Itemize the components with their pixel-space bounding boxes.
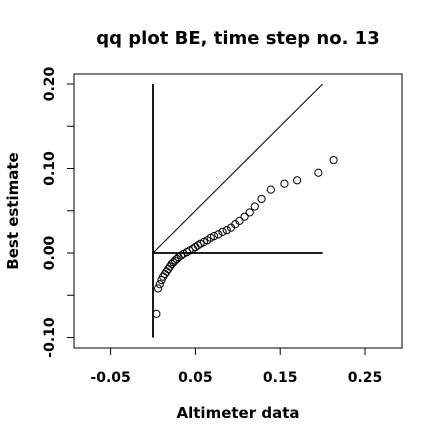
data-point xyxy=(240,212,249,221)
x-tick-label: 0.25 xyxy=(348,370,383,386)
x-tick-label: 0.15 xyxy=(263,370,298,386)
data-point xyxy=(193,241,203,250)
data-point xyxy=(257,194,266,204)
data-point xyxy=(191,242,200,252)
data-point xyxy=(222,226,231,235)
y-tick-label: 0.10 xyxy=(42,151,58,186)
y-tick-label: 0.20 xyxy=(42,66,58,101)
data-points xyxy=(152,155,338,318)
data-point xyxy=(250,202,259,211)
data-point xyxy=(152,309,161,318)
data-point xyxy=(218,227,227,236)
chart-title: qq plot BE, time step no. 13 xyxy=(96,28,379,49)
data-point xyxy=(329,155,338,165)
x-axis: -0.05 0.05 0.15 0.25 xyxy=(90,347,383,386)
y-axis-label: Best estimate xyxy=(4,152,22,269)
y-tick-label: 0.00 xyxy=(42,235,58,270)
data-point xyxy=(214,230,223,239)
data-point xyxy=(160,270,169,279)
data-point xyxy=(209,232,219,241)
data-point xyxy=(162,267,171,276)
identity-line xyxy=(152,83,323,254)
data-point xyxy=(164,264,173,274)
plot-frame xyxy=(73,73,403,349)
data-point xyxy=(153,284,163,293)
y-axis: -0.10 0.00 0.10 0.20 xyxy=(42,66,75,358)
x-axis-label: Altimeter data xyxy=(177,404,300,422)
reference-lines xyxy=(152,83,323,338)
x-tick-label: 0.05 xyxy=(178,370,213,386)
x-tick-label: -0.05 xyxy=(90,370,130,386)
data-point xyxy=(280,179,289,188)
data-point xyxy=(245,208,254,217)
data-point xyxy=(314,168,323,177)
data-point xyxy=(176,251,186,260)
y-tick-label: -0.10 xyxy=(42,317,58,358)
data-point xyxy=(266,185,275,194)
data-point xyxy=(235,216,244,225)
data-point xyxy=(293,176,302,185)
data-point xyxy=(155,280,164,289)
data-point xyxy=(182,248,192,257)
